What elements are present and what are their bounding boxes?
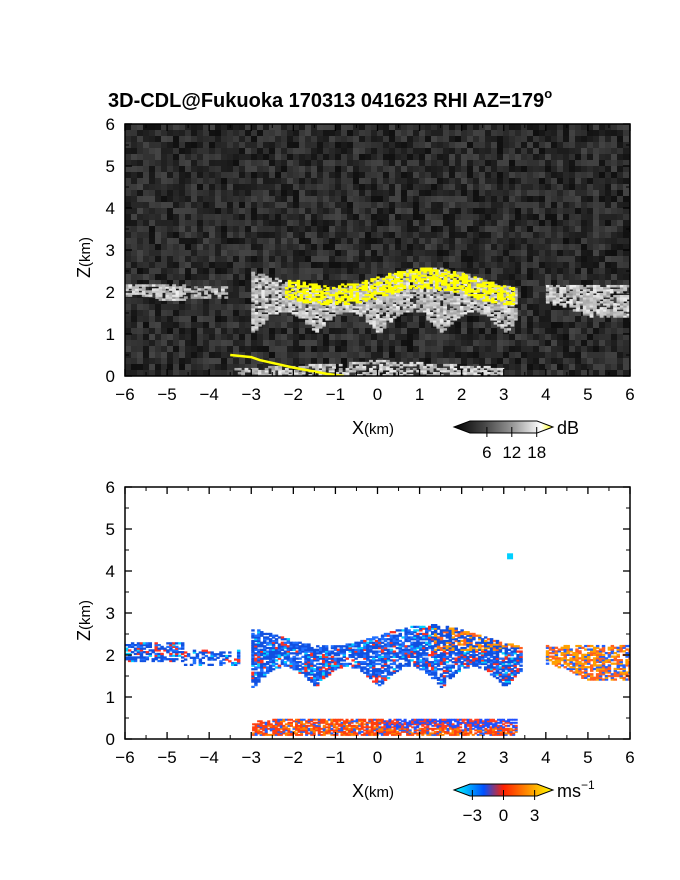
x-tick-label: −6 [115, 385, 134, 404]
x-tick-label: 5 [583, 385, 592, 404]
x-tick-label: 2 [457, 385, 466, 404]
y-tick-label: 3 [106, 241, 115, 260]
x-tick-label: −2 [284, 385, 303, 404]
colorbar-unit: dB [557, 418, 579, 438]
colorbar-tick-label: 6 [482, 443, 491, 462]
y-tick-labels: 0 1 2 3 4 5 6 [106, 115, 115, 386]
axis-ticks [124, 486, 631, 740]
colorbar-unit: ms−1 [557, 778, 595, 801]
x-tick-label: 0 [373, 748, 382, 767]
x-tick-label: 4 [541, 385, 550, 404]
x-tick-label: 4 [541, 748, 550, 767]
x-tick-label: −1 [326, 748, 345, 767]
x-tick-label: −1 [326, 385, 345, 404]
cloud-echo [125, 267, 630, 376]
x-tick-label: 5 [583, 748, 592, 767]
x-tick-label: 3 [499, 748, 508, 767]
x-axis-title: X(km) [352, 781, 394, 801]
y-tick-label: 2 [106, 646, 115, 665]
x-tick-label: −5 [157, 385, 176, 404]
y-tick-labels: 0 1 2 3 4 5 6 [106, 478, 115, 749]
y-tick-label: 6 [106, 115, 115, 134]
x-tick-label: −5 [157, 748, 176, 767]
x-tick-label: 1 [415, 748, 424, 767]
x-tick-label: 3 [499, 385, 508, 404]
chart-title: 3D-CDL@Fukuoka 170313 041623 RHI AZ=179o [108, 86, 552, 112]
x-tick-labels: −6 −5 −4 −3 −2 −1 0 1 2 3 4 5 6 [115, 385, 634, 404]
y-tick-label: 6 [106, 478, 115, 497]
colorbar-tick-label: 3 [530, 806, 539, 825]
x-tick-label: −4 [199, 385, 218, 404]
colorbar-tick-label: −3 [463, 806, 482, 825]
colorbar-ticks: −3 0 3 [463, 790, 539, 825]
colorbar-reflectivity: 6 12 18 dB [452, 418, 579, 462]
y-tick-label: 1 [106, 688, 115, 707]
x-tick-label: −6 [115, 748, 134, 767]
y-tick-label: 4 [106, 562, 115, 581]
x-tick-label: −4 [199, 748, 218, 767]
ground-echo-line [230, 353, 344, 376]
colorbar-tick-label: 12 [502, 443, 521, 462]
y-axis-title: Z(km) [74, 237, 94, 278]
colorbar-velocity: −3 0 3 ms−1 [452, 778, 595, 825]
isolated-echo [507, 553, 514, 560]
x-tick-label: 6 [625, 385, 634, 404]
y-tick-label: 5 [106, 520, 115, 539]
y-tick-label: 2 [106, 283, 115, 302]
x-axis-title: X(km) [352, 418, 394, 438]
x-tick-label: −3 [242, 748, 261, 767]
x-tick-labels: −6 −5 −4 −3 −2 −1 0 1 2 3 4 5 6 [115, 748, 634, 767]
y-axis-title: Z(km) [74, 600, 94, 641]
y-tick-label: 3 [106, 604, 115, 623]
x-tick-label: 2 [457, 748, 466, 767]
background-noise [125, 124, 630, 376]
colorbar-tick-label: 0 [499, 806, 508, 825]
x-tick-label: −2 [284, 748, 303, 767]
y-tick-label: 4 [106, 199, 115, 218]
y-tick-label: 0 [106, 367, 115, 386]
x-tick-label: −3 [242, 385, 261, 404]
colorbar-tick-label: 18 [527, 443, 546, 462]
x-tick-label: 6 [625, 748, 634, 767]
axis-ticks [124, 123, 631, 377]
y-tick-label: 1 [106, 325, 115, 344]
y-tick-label: 5 [106, 157, 115, 176]
x-tick-label: 0 [373, 385, 382, 404]
velocity-echo [125, 553, 630, 736]
x-tick-label: 1 [415, 385, 424, 404]
colorbar-ticks: 6 12 18 [482, 427, 546, 462]
y-tick-label: 0 [106, 730, 115, 749]
